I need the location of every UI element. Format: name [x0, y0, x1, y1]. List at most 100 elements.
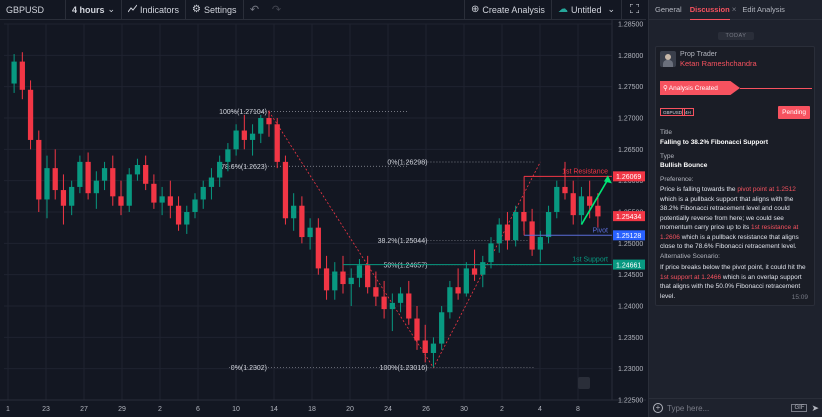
candle-body: [266, 118, 272, 125]
tab-edit-analysis[interactable]: Edit Analysis: [742, 5, 785, 14]
candle-body: [249, 133, 256, 140]
toolbar-spacer: [288, 0, 466, 20]
candle-body: [348, 277, 354, 285]
paragraph-segment: Price is falling towards the: [660, 186, 738, 193]
y-tick-label: 1.27500: [618, 84, 643, 91]
candle-body: [282, 161, 289, 219]
projection-arrowhead: [603, 175, 612, 184]
chat-input[interactable]: [667, 403, 792, 413]
add-attachment-button[interactable]: +: [653, 403, 663, 413]
analysis-created-label: Analysis Created: [668, 84, 718, 92]
candle-body: [373, 287, 379, 297]
layout-selector[interactable]: ☁ Untitled ⌄: [552, 0, 622, 20]
candle-body: [200, 186, 206, 200]
x-tick-label: 27: [80, 406, 88, 413]
paragraph-segment: which is a pullback support that aligns …: [660, 195, 794, 232]
price-label: 1.26069: [616, 174, 641, 181]
chart-canvas[interactable]: 1.28500 1.28000 1.27500 1.27000 1.26500 1.260…: [0, 20, 646, 417]
candle-body: [513, 212, 519, 241]
settings-label: Settings: [204, 4, 237, 15]
preference-label: Preference:: [660, 176, 694, 183]
x-tick-label: 2: [500, 406, 504, 413]
y-tick-label: 1.27000: [618, 116, 643, 123]
undo-button[interactable]: ↶: [244, 0, 266, 20]
side-panel: General Discussion × Edit Analysis TODAY…: [648, 0, 822, 417]
status-badge[interactable]: Pending: [778, 106, 810, 119]
analysis-post: Prop Trader Ketan Rameshchandra ⚲ Analys…: [655, 46, 815, 306]
send-icon[interactable]: ➤: [811, 402, 819, 413]
candle-body: [110, 168, 116, 197]
candle-body: [389, 302, 395, 310]
fib-level-label: 0%(1.26298): [387, 159, 427, 166]
price-label-box: [613, 211, 645, 222]
fullscreen-button[interactable]: [622, 0, 646, 20]
x-tick-label: 2: [158, 406, 162, 413]
candle-body: [85, 161, 91, 194]
candle-body: [480, 262, 486, 275]
gif-button[interactable]: GIF: [791, 404, 808, 412]
candle-body: [365, 265, 371, 288]
candle-body: [323, 268, 330, 291]
x-tick-label: 6: [196, 406, 200, 413]
key-level-label: 1st Support: [572, 257, 608, 264]
indicators-button[interactable]: Indicators: [122, 0, 187, 20]
create-analysis-button[interactable]: ⊕ Create Analysis: [465, 0, 552, 20]
candle-body: [315, 227, 321, 269]
symbol-label: GBPUSD: [6, 4, 45, 15]
candle-body: [143, 165, 149, 184]
candle-body: [307, 227, 313, 238]
author-role: Prop Trader: [680, 51, 717, 58]
key-level-label: 1st Resistance: [562, 168, 608, 175]
undo-icon: ↶: [249, 4, 260, 16]
tab-general[interactable]: General: [655, 5, 682, 14]
symbol-selector[interactable]: GBPUSD: [0, 0, 66, 20]
candle-body: [414, 318, 420, 341]
projection-arrow: [580, 179, 609, 225]
candle-body: [537, 237, 543, 250]
y-tick-label: 1.26500: [618, 147, 643, 154]
key-level-label: Pivot: [592, 227, 608, 234]
redo-button[interactable]: ↷: [266, 0, 288, 20]
post-timestamp: 15:09: [791, 294, 808, 301]
candle-body: [36, 139, 42, 200]
candle-body: [496, 224, 502, 244]
close-tab-icon[interactable]: ×: [731, 5, 737, 14]
price-chart[interactable]: 1.28500 1.28000 1.27500 1.27000 1.26500 1.260…: [0, 20, 646, 417]
x-tick-label: 4: [538, 406, 542, 413]
candle-body: [570, 193, 576, 216]
fib-level-label: 0%(1.2302): [231, 365, 267, 372]
x-tick-label: 10: [232, 406, 240, 413]
candle-body: [217, 161, 223, 178]
candle-body: [241, 130, 247, 140]
candle-body: [258, 118, 264, 134]
candle-body: [69, 186, 75, 206]
fib-level-label: 50%(1.24657): [383, 262, 427, 269]
symbol-chip: GBPUSD: [660, 108, 686, 116]
interval-label: 4 hours: [72, 4, 105, 15]
settings-button[interactable]: ⚙ Settings: [186, 0, 244, 20]
candle-body: [60, 190, 67, 206]
x-tick-label: 26: [422, 406, 430, 413]
avatar[interactable]: [660, 51, 676, 67]
author-name[interactable]: Ketan Rameshchandra: [680, 59, 757, 68]
fib-swing-line: [268, 111, 541, 369]
y-tick-label: 1.24000: [618, 304, 643, 311]
candle-body: [406, 293, 412, 319]
tab-discussion[interactable]: Discussion: [689, 0, 730, 20]
candle-body: [554, 186, 560, 212]
plus-circle-icon: ⊕: [471, 4, 480, 15]
y-tick-label: 1.25000: [618, 241, 643, 248]
interval-selector[interactable]: 4 hours ⌄: [66, 0, 122, 20]
candle-body: [27, 89, 34, 140]
candle-body: [151, 183, 157, 203]
highlighted-text: 1st support at 1.2466: [660, 273, 722, 281]
date-divider: TODAY: [649, 29, 822, 40]
y-tick-label: 1.23500: [618, 335, 643, 342]
price-label: 1.24661: [616, 262, 641, 269]
camera-icon[interactable]: [578, 377, 590, 389]
candle-body: [447, 287, 453, 313]
x-tick-label: 18: [308, 406, 316, 413]
fullscreen-icon: [629, 3, 639, 15]
panel-tabs: General Discussion × Edit Analysis: [649, 0, 822, 20]
preference-text: Price is falling towards the pivot point…: [660, 185, 812, 252]
